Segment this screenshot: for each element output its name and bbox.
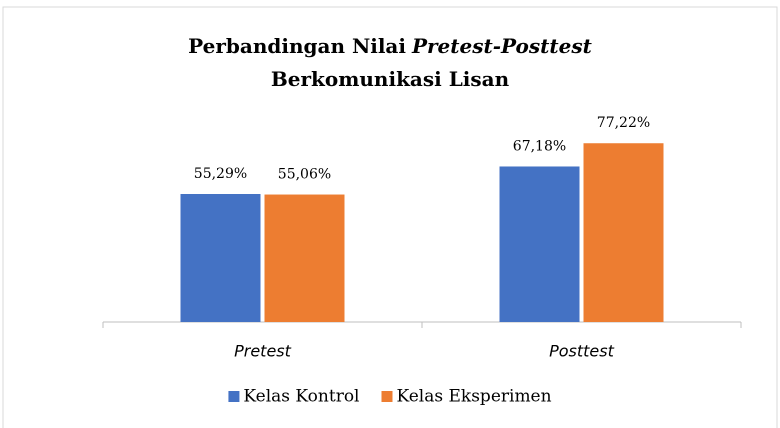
x-tick-label: Posttest [549, 342, 615, 361]
chart-title: Berkomunikasi Lisan [271, 67, 510, 91]
legend: Kelas Kontrol Kelas Eksperimen [228, 387, 552, 407]
title-part: Perbandingan Nilai [188, 34, 406, 58]
bar [499, 166, 580, 322]
legend-swatch [228, 391, 240, 402]
data-label: 67,18% [513, 138, 566, 154]
legend-swatch [381, 391, 393, 402]
title-part: Berkomunikasi Lisan [271, 67, 510, 91]
legend-label: Kelas Kontrol [243, 387, 359, 407]
chart-frame [2, 6, 778, 428]
chart-title: Perbandingan Nilai Pretest-Posttest [188, 34, 592, 58]
legend-label: Kelas Eksperimen [396, 387, 551, 407]
data-label: 55,29% [194, 166, 247, 182]
data-label: 55,06% [278, 167, 331, 183]
bar [583, 143, 664, 322]
bar [180, 194, 261, 322]
bar [264, 194, 345, 322]
title-part: Pretest-Posttest [411, 34, 593, 58]
data-label: 77,22% [597, 115, 650, 131]
x-tick-label: Pretest [234, 342, 292, 361]
